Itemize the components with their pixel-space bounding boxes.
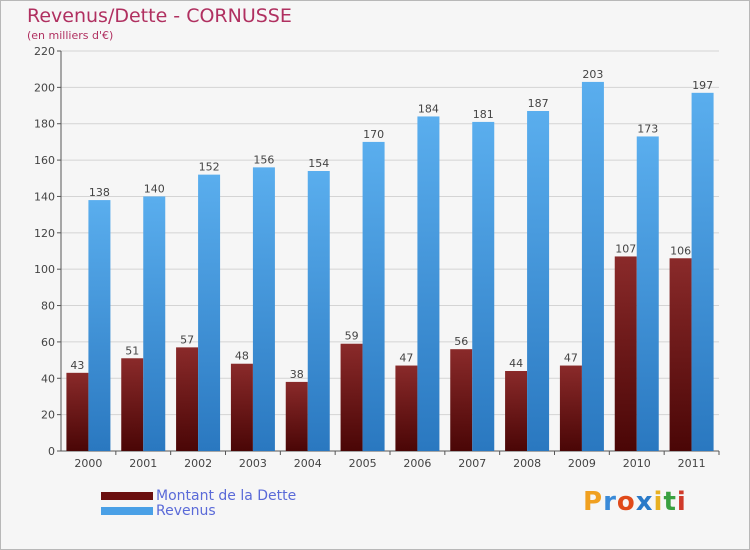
data-label-revenus: 154 [308, 157, 329, 170]
x-tick-label: 2007 [458, 457, 486, 470]
chart-subtitle: (en milliers d'€) [27, 29, 114, 42]
data-label-debt: 107 [615, 242, 636, 255]
bar-debt [230, 363, 253, 451]
bar-revenus [417, 116, 440, 452]
y-tick-label: 140 [34, 190, 55, 203]
data-label-debt: 59 [345, 330, 359, 343]
x-tick-label: 2005 [349, 457, 377, 470]
x-tick-label: 2008 [513, 457, 541, 470]
logo-letter: i [676, 487, 687, 517]
data-label-revenus: 138 [89, 186, 110, 199]
proxiti-logo: Proxiti [583, 487, 687, 517]
bars [66, 81, 714, 452]
data-label-debt: 38 [290, 368, 304, 381]
y-tick-label: 20 [41, 409, 55, 422]
legend-label-debt: Montant de la Dette [156, 488, 297, 504]
bar-debt [285, 381, 308, 451]
chart-title: Revenus/Dette - CORNUSSE [27, 5, 292, 27]
bar-debt [559, 365, 582, 451]
data-label-revenus: 197 [692, 79, 713, 92]
data-label-revenus: 140 [144, 182, 165, 195]
logo-letter: i [653, 487, 664, 517]
bar-revenus [636, 136, 659, 452]
data-label-debt: 48 [235, 350, 249, 363]
bar-debt [450, 349, 473, 451]
bar-revenus [472, 121, 495, 451]
data-label-revenus: 170 [363, 128, 384, 141]
legend-swatch-debt [101, 492, 153, 500]
data-label-debt: 44 [509, 357, 523, 370]
y-tick-label: 80 [41, 300, 55, 313]
y-tick-label: 60 [41, 336, 55, 349]
data-label-debt: 43 [70, 359, 84, 372]
x-tick-label: 2001 [129, 457, 157, 470]
legend-label-revenus: Revenus [156, 503, 216, 519]
bar-debt [66, 372, 89, 451]
y-tick-label: 100 [34, 263, 55, 276]
y-tick-label: 200 [34, 81, 55, 94]
y-tick-label: 120 [34, 227, 55, 240]
y-tick-label: 160 [34, 154, 55, 167]
logo-letter: P [583, 487, 604, 517]
bar-debt [395, 365, 418, 451]
bar-revenus [581, 81, 604, 451]
grid-lines [61, 50, 719, 451]
logo-letter: o [616, 487, 636, 517]
y-tick-label: 40 [41, 372, 55, 385]
data-label-debt: 51 [125, 344, 139, 357]
y-tick-label: 180 [34, 118, 55, 131]
logo-letter: r [603, 487, 617, 517]
y-tick-label: 220 [34, 45, 55, 58]
bar-revenus [691, 92, 714, 452]
y-tick-label: 0 [48, 445, 55, 458]
bar-revenus [143, 196, 166, 451]
bar-debt [614, 256, 637, 451]
data-label-debt: 57 [180, 333, 194, 346]
data-labels: 43 138 51 140 57 152 48 156 38 154 59 170 47 184 56 181… [70, 68, 713, 381]
x-tick-label: 2009 [568, 457, 596, 470]
x-tick-label: 2011 [678, 457, 706, 470]
logo-letter: x [635, 487, 654, 517]
data-label-revenus: 184 [418, 102, 439, 115]
data-label-debt: 47 [399, 352, 413, 365]
logo-letter: t [663, 487, 677, 517]
data-label-revenus: 203 [582, 68, 603, 81]
x-tick-label: 2004 [294, 457, 322, 470]
data-label-revenus: 156 [253, 153, 274, 166]
plot-area [61, 51, 719, 451]
data-label-revenus: 181 [473, 108, 494, 121]
bar-debt [505, 371, 528, 451]
bar-revenus [88, 200, 111, 451]
bar-debt [121, 358, 144, 451]
bar-revenus [307, 171, 330, 451]
data-label-revenus: 173 [637, 122, 658, 135]
data-label-revenus: 152 [199, 161, 220, 174]
bar-debt [340, 343, 363, 451]
bar-debt [176, 347, 199, 451]
bar-revenus [252, 167, 275, 451]
x-tick-label: 2002 [184, 457, 212, 470]
data-label-debt: 106 [670, 244, 691, 257]
bar-revenus [527, 111, 550, 451]
x-tick-label: 2010 [623, 457, 651, 470]
bar-revenus [198, 174, 221, 452]
legend-swatch-revenus [101, 507, 153, 515]
data-label-revenus: 187 [528, 97, 549, 110]
axes: 0 20 40 60 80 100 120 140 160 180 200 220 2000 2001 20… [34, 45, 720, 470]
bar-revenus [362, 141, 385, 451]
x-tick-label: 2000 [74, 457, 102, 470]
data-label-debt: 47 [564, 352, 578, 365]
x-tick-label: 2003 [239, 457, 267, 470]
x-tick-label: 2006 [403, 457, 431, 470]
bar-debt [669, 258, 692, 451]
data-label-debt: 56 [454, 335, 468, 348]
